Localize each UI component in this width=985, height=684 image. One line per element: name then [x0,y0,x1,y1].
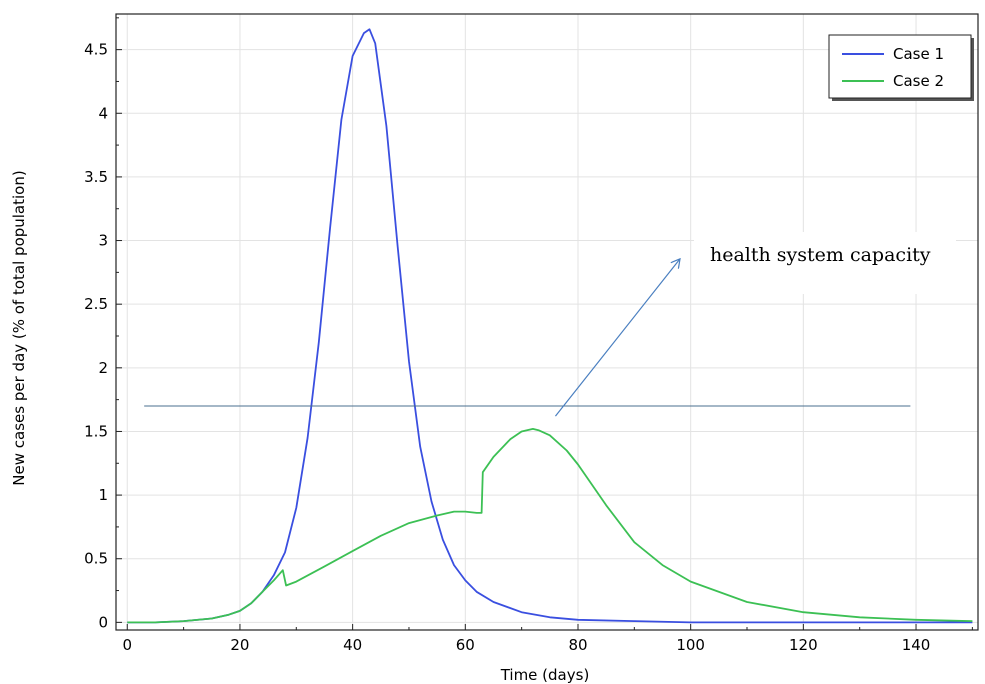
annotation: health system capacity [554,232,956,417]
x-tick-label: 100 [676,636,705,654]
x-tick-label: 0 [122,636,132,654]
y-tick-label: 1.5 [84,422,108,440]
series-layer [127,28,973,624]
x-axis-label: Time (days) [500,666,590,684]
y-tick-label: 0.5 [84,550,108,568]
series-line-1 [127,28,973,624]
y-tick-label: 1 [98,486,108,504]
annotation-background [694,232,956,294]
y-tick-label: 2 [98,359,108,377]
legend: Case 1 Case 2 [828,34,974,101]
legend-label-1: Case 1 [893,45,944,63]
x-tick-label: 140 [902,636,931,654]
y-tick-label: 2.5 [84,295,108,313]
ticks: 0 20 40 60 80 100 120 140 0 0.5 1 1.5 2 2.5 3 3.5 4 4.5 [84,17,973,654]
x-tick-label: 20 [230,636,249,654]
y-tick-label: 0 [98,613,108,631]
x-tick-label: 80 [568,636,587,654]
annotation-arrow [554,260,679,417]
legend-label-2: Case 2 [893,72,944,90]
plot-frame [115,13,979,631]
y-axis-label: New cases per day (% of total population… [10,170,28,485]
y-tick-label: 3.5 [84,168,108,186]
x-tick-label: 120 [789,636,818,654]
x-tick-label: 40 [343,636,362,654]
legend-box [828,34,972,99]
y-tick-label: 3 [98,232,108,250]
grid [116,14,978,630]
y-tick-label: 4 [98,104,108,122]
series-line-2 [127,427,973,624]
x-tick-label: 60 [456,636,475,654]
annotation-text: health system capacity [710,244,931,266]
y-tick-label: 4.5 [84,41,108,59]
